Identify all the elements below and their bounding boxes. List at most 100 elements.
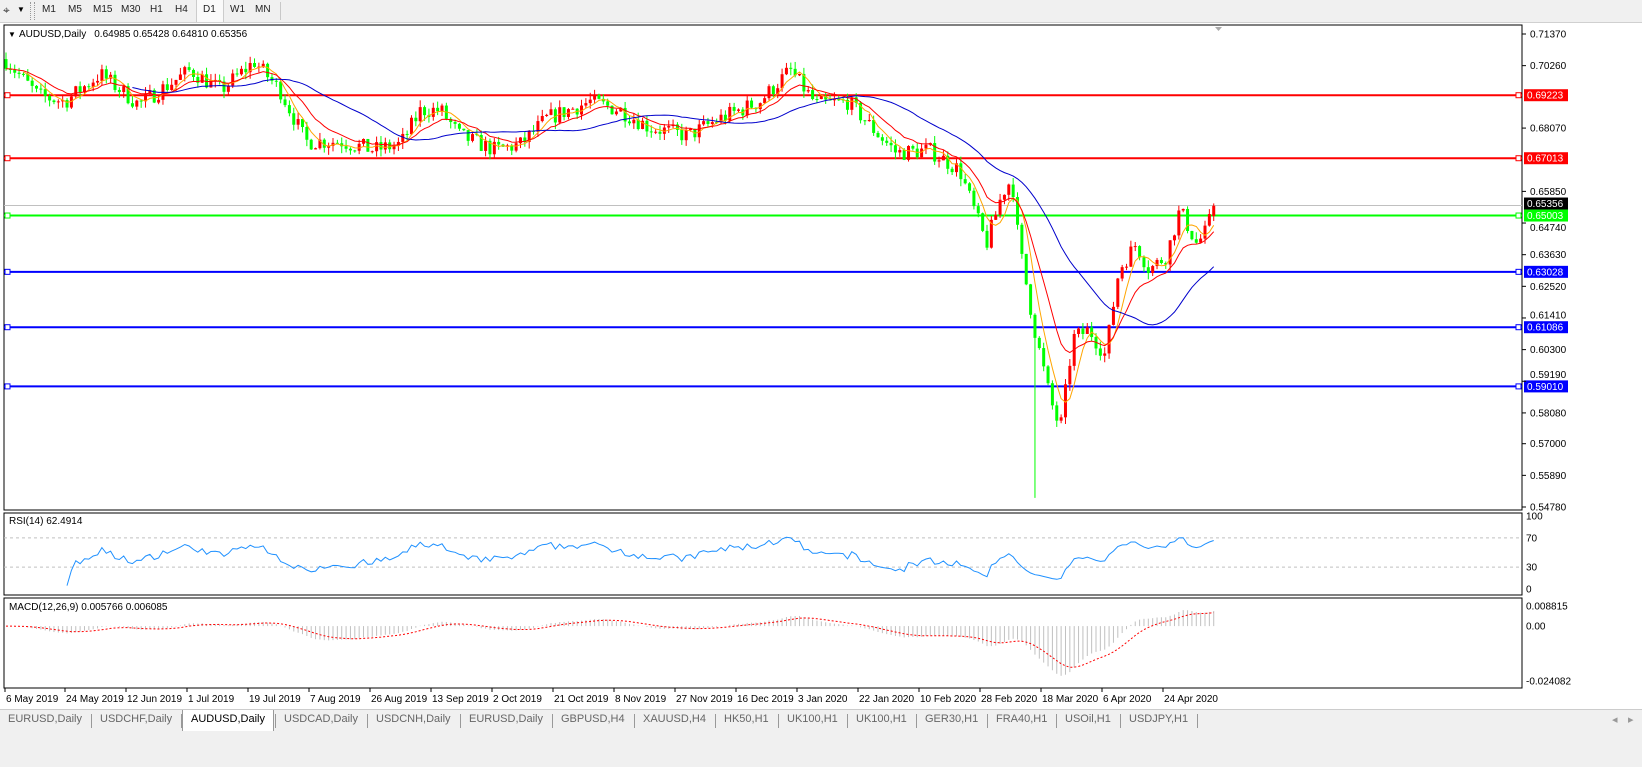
bull-candle[interactable] [370,151,374,153]
bear-candle[interactable] [854,97,858,103]
bear-candle[interactable] [771,86,775,95]
bear-candle[interactable] [985,230,989,248]
bear-candle[interactable] [981,213,985,231]
bear-candle[interactable] [915,148,919,158]
timeframe-h4[interactable]: H4 [175,4,188,15]
bear-candle[interactable] [837,99,841,101]
bull-candle[interactable] [780,74,784,89]
bull-candle[interactable] [74,86,78,97]
bear-candle[interactable] [4,59,8,69]
bear-candle[interactable] [972,190,976,207]
bear-candle[interactable] [959,163,963,180]
bull-candle[interactable] [767,86,771,99]
bull-candle[interactable] [514,143,518,151]
bear-candle[interactable] [946,155,950,169]
bear-candle[interactable] [1029,284,1033,315]
bull-candle[interactable] [1085,327,1089,334]
bull-candle[interactable] [593,94,597,100]
bear-candle[interactable] [13,69,17,73]
bull-candle[interactable] [667,126,671,128]
chart-tab[interactable]: EURUSD,Daily [8,713,82,725]
bull-candle[interactable] [641,120,645,130]
macd-panel[interactable] [3,597,1523,689]
bull-candle[interactable] [540,115,544,122]
bull-candle[interactable] [1068,365,1072,385]
bear-candle[interactable] [244,68,248,73]
bull-candle[interactable] [409,117,413,135]
bull-candle[interactable] [383,142,387,150]
bear-candle[interactable] [911,146,915,149]
bull-candle[interactable] [1129,246,1133,267]
bull-candle[interactable] [518,137,522,144]
chart-shift-marker-icon[interactable] [1215,27,1222,31]
bear-candle[interactable] [1159,259,1163,264]
bear-candle[interactable] [1020,224,1024,254]
bear-candle[interactable] [152,90,156,103]
timeframe-d1[interactable]: D1 [203,4,216,15]
bull-candle[interactable] [100,69,104,81]
bear-candle[interactable] [353,150,357,152]
bear-candle[interactable] [309,139,313,150]
chart-tab[interactable]: USDCHF,Daily [100,713,173,725]
bull-candle[interactable] [492,141,496,155]
bear-candle[interactable] [680,129,684,141]
bull-candle[interactable] [1199,238,1203,243]
bear-candle[interactable] [562,107,566,117]
chart-tab[interactable]: GER30,H1 [925,713,979,725]
bear-candle[interactable] [623,107,627,122]
bear-candle[interactable] [793,68,797,76]
timeframe-m1[interactable]: M1 [42,4,56,15]
bear-candle[interactable] [1138,246,1142,258]
bear-candle[interactable] [1098,348,1102,356]
bull-candle[interactable] [1177,210,1181,236]
bear-candle[interactable] [126,86,130,104]
bear-candle[interactable] [750,100,754,108]
bull-candle[interactable] [200,74,204,83]
bull-candle[interactable] [239,68,243,75]
bull-candle[interactable] [418,107,422,122]
bear-candle[interactable] [1046,366,1050,384]
bear-candle[interactable] [863,120,867,122]
bear-candle[interactable] [466,130,470,141]
bear-candle[interactable] [305,127,309,140]
bear-candle[interactable] [78,86,82,93]
bull-candle[interactable] [1203,225,1207,239]
bear-candle[interactable] [950,168,954,173]
chart-tab[interactable]: HK50,H1 [724,713,769,725]
bull-candle[interactable] [941,155,945,161]
bull-candle[interactable] [440,105,444,112]
bear-candle[interactable] [732,106,736,111]
level-handle-right[interactable] [1515,212,1522,219]
bear-candle[interactable] [287,105,291,114]
bear-candle[interactable] [457,123,461,129]
bull-candle[interactable] [994,214,998,220]
bear-candle[interactable] [26,74,30,81]
bull-candle[interactable] [1125,266,1129,268]
bear-candle[interactable] [423,107,427,116]
bear-candle[interactable] [902,150,906,160]
bull-candle[interactable] [1002,194,1006,200]
bear-candle[interactable] [649,131,653,133]
bear-candle[interactable] [30,80,34,86]
bear-candle[interactable] [658,131,662,134]
bear-candle[interactable] [601,98,605,102]
bull-candle[interactable] [850,97,854,110]
main-chart-panel[interactable] [3,24,1523,511]
chart-tab[interactable]: USOil,H1 [1065,713,1111,725]
bull-candle[interactable] [989,219,993,248]
bear-candle[interactable] [235,73,239,75]
chart-tab[interactable]: FRA40,H1 [996,713,1048,725]
level-handle-left[interactable] [4,212,11,219]
bear-candle[interactable] [1037,337,1041,349]
bull-candle[interactable] [357,143,361,151]
bear-candle[interactable] [65,100,69,108]
bear-candle[interactable] [933,143,937,162]
bear-candle[interactable] [379,142,383,150]
bear-candle[interactable] [475,134,479,136]
bull-candle[interactable] [327,145,331,148]
bull-candle[interactable] [736,109,740,111]
bear-candle[interactable] [222,81,226,92]
level-handle-left[interactable] [4,324,11,331]
bull-candle[interactable] [758,103,762,110]
